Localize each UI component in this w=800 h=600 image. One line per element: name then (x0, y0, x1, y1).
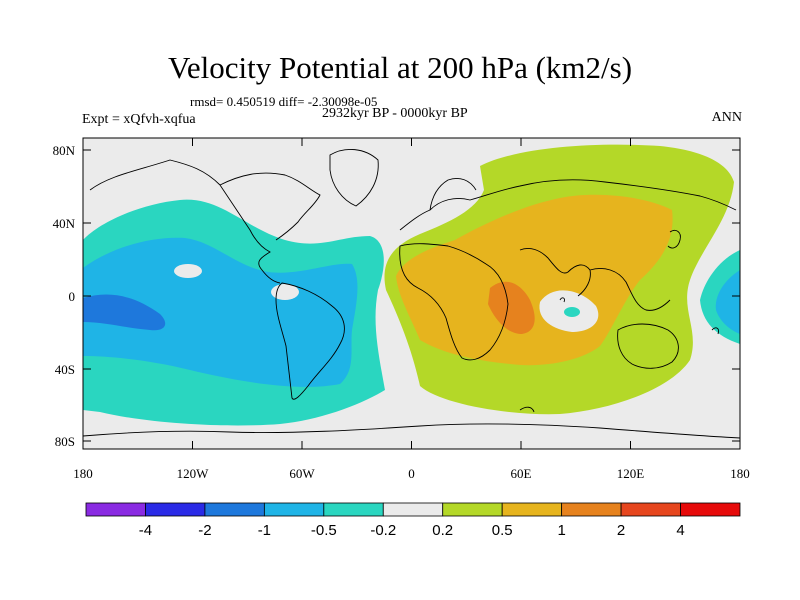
colorbar-swatch (323, 502, 384, 517)
lat-tick-label: 80N (53, 143, 76, 158)
colorbar-swatch (204, 502, 265, 517)
chart-title: Velocity Potential at 200 hPa (km2/s) (167, 50, 633, 85)
contour-neg-1 (83, 294, 166, 331)
lat-tick-label: 80S (55, 434, 75, 449)
lon-tick-labels: 180 120W 60W 0 60E 120E 180 (73, 466, 750, 481)
colorbar-swatch (85, 502, 146, 517)
coastlines (83, 149, 740, 439)
lon-tick-label: 120E (617, 466, 645, 481)
colorbar-swatch (501, 502, 563, 517)
season-label: ANN (711, 110, 742, 125)
period-label: 2932kyr BP - 0000kyr BP (322, 106, 468, 121)
colorbar-label: -4 (139, 522, 152, 539)
colorbar-label: 2 (617, 522, 625, 539)
colorbar (85, 502, 741, 517)
colorbar-swatch (382, 502, 444, 517)
lon-tick-label: 60E (511, 466, 532, 481)
colorbar-swatch (442, 502, 503, 517)
lat-tick-label: 40N (53, 216, 76, 231)
colorbar-label: 0.2 (432, 522, 453, 539)
colorbar-swatch (145, 502, 206, 517)
colorbar-swatch (680, 502, 741, 517)
colorbar-label: -0.5 (311, 522, 337, 539)
contour-pos-05 (396, 194, 673, 366)
contour-neg-05-east (715, 270, 740, 334)
colorbar-labels: -4 -2 -1 -0.5 -0.2 0.2 0.5 1 2 4 (139, 522, 685, 539)
lon-tick-label: 180 (73, 466, 93, 481)
colorbar-label: 1 (557, 522, 565, 539)
colorbar-label: -1 (258, 522, 271, 539)
contour-neg-02-indian-ocean (564, 307, 580, 317)
lon-tick-label: 60W (289, 466, 315, 481)
zero-hole-pacific (174, 264, 202, 278)
lon-tick-marks (82, 138, 741, 449)
lat-tick-label: 0 (69, 289, 76, 304)
lat-tick-marks (83, 149, 740, 442)
lat-tick-label: 40S (55, 362, 75, 377)
contour-fields (83, 144, 740, 439)
experiment-label: Expt = xQfvh-xqfua (82, 112, 196, 127)
colorbar-swatch (620, 502, 681, 517)
lat-tick-labels: 80N 40N 0 40S 80S (53, 143, 76, 449)
colorbar-swatch (561, 502, 622, 517)
colorbar-label: -0.2 (370, 522, 396, 539)
lon-tick-label: 180 (730, 466, 750, 481)
colorbar-label: -2 (198, 522, 211, 539)
colorbar-label: 4 (676, 522, 684, 539)
contour-pos-1 (488, 281, 535, 334)
colorbar-swatch (263, 502, 325, 517)
lon-tick-label: 120W (177, 466, 210, 481)
zero-hole-amazon (271, 284, 299, 300)
colorbar-label: 0.5 (492, 522, 513, 539)
stats-text: rmsd= 0.450519 diff= -2.30098e-05 (190, 94, 378, 109)
lon-tick-label: 0 (408, 466, 415, 481)
contour-neg-05 (83, 237, 358, 387)
